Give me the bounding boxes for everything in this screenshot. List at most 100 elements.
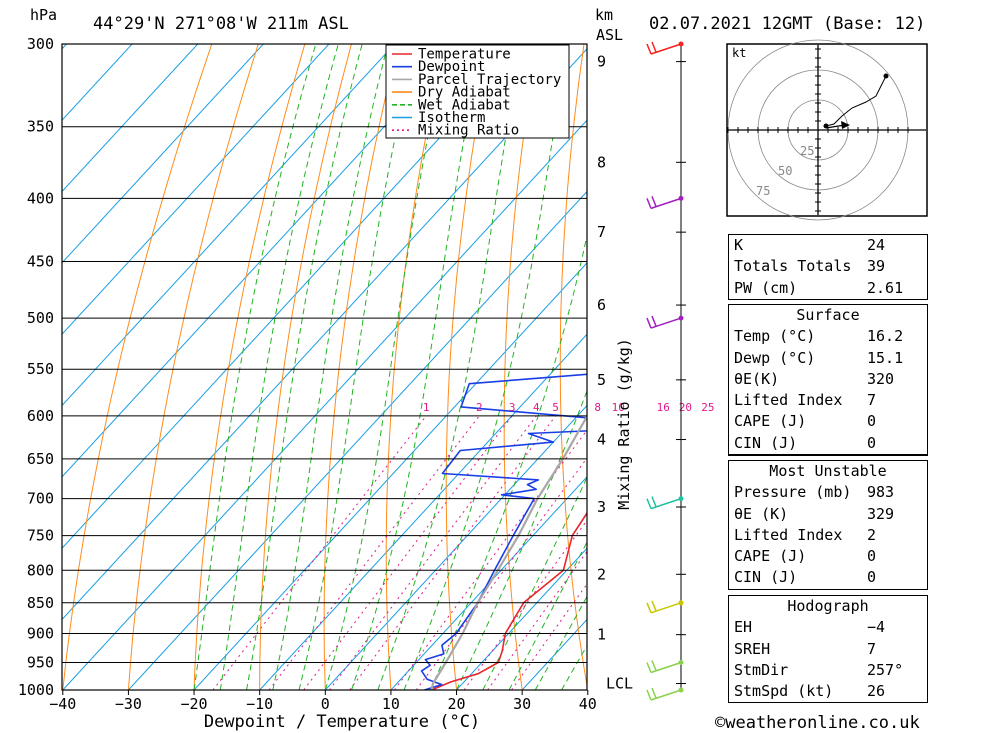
y-tick-label: 650 (27, 450, 54, 468)
legend-label: Mixing Ratio (418, 123, 519, 139)
row-label: Totals Totals (734, 257, 852, 276)
mixing-ratio-label: 5 (552, 401, 559, 414)
y-tick-label: 400 (27, 189, 54, 207)
legend-label: Dewpoint (418, 59, 485, 75)
km-tick-label: 3 (597, 498, 606, 516)
wet-adiabat-line (482, 476, 587, 690)
hodograph-table: Hodograph EH −4 SREH 7 StmDir 257° StmSpd (… (728, 595, 928, 704)
km-tick-label: LCL (606, 675, 633, 693)
most-unstable-title: Most Unstable (769, 462, 887, 480)
row-label: SREH (734, 639, 771, 658)
wind-barb-feather (646, 602, 652, 614)
y-tick-label: 550 (27, 360, 54, 378)
wind-barb-feather (646, 317, 652, 329)
row-value: 2.61 (867, 278, 904, 297)
hodograph-ring-label: 50 (778, 164, 792, 178)
isotherm-line (62, 44, 264, 264)
wind-barb (646, 687, 684, 701)
y-tick-label: 800 (27, 561, 54, 579)
x-tick-label: 0 (321, 695, 330, 713)
y-tick-label: 350 (27, 118, 54, 136)
mixing-ratio-labels: 1 2 3 4 5 8 10 16 20 25 (423, 401, 715, 414)
y-tick-label: 750 (27, 527, 54, 545)
isotherm-line (0, 44, 1, 690)
km-tick-label: 5 (597, 371, 606, 389)
table-row: CIN (J) 0 (729, 567, 927, 588)
wind-barb (646, 41, 684, 55)
table-row: θE(K) 320 (729, 369, 927, 390)
wind-barb-staff (650, 497, 682, 510)
km-unit: km (595, 6, 613, 24)
row-label: CAPE (J) (734, 547, 807, 566)
wind-barb (646, 659, 684, 674)
row-label: CIN (J) (734, 433, 798, 452)
y-tick-label: 900 (27, 624, 54, 642)
wind-barb-feather (646, 498, 652, 509)
row-value: 0 (867, 547, 877, 566)
wind-barb-staff (650, 602, 682, 614)
wind-barbs (646, 41, 684, 701)
wind-barb-feather (651, 660, 657, 671)
isotherm-line (62, 44, 527, 549)
x-tick-label: 40 (579, 695, 597, 713)
wet-adiabat-line (403, 44, 569, 690)
row-value: 2 (867, 525, 877, 544)
wet-adiabat-line (298, 44, 417, 690)
x-tick-label: −30 (115, 695, 142, 713)
series-layer (420, 373, 587, 690)
row-value: 329 (867, 504, 895, 523)
wind-barb (646, 315, 684, 329)
row-value: 39 (867, 257, 886, 276)
hodograph-trace (825, 75, 887, 127)
isotherm-line (259, 333, 587, 690)
table-row: Pressure (mb) 983 (729, 482, 927, 503)
copyright-footer: ©weatheronline.co.uk (715, 713, 920, 733)
wind-barb-staff (650, 689, 682, 701)
km-tick-label: 1 (597, 626, 606, 644)
table-row: Totals Totals 39 (729, 256, 927, 277)
surface-table: Surface Temp (°C) 16.2 Dewp (°C) 15.1 θE(K… (728, 304, 928, 457)
y-tick-label: 450 (27, 253, 54, 271)
axes-layer: 3003504004505005506006507007508008509009… (18, 35, 597, 713)
row-label: Temp (°C) (734, 327, 816, 346)
asl-unit: ASL (596, 26, 623, 44)
y-tick-label: 700 (27, 490, 54, 508)
pressure-unit: hPa (30, 6, 57, 24)
km-tick-label: 7 (597, 223, 606, 241)
row-value: −4 (867, 618, 886, 637)
dry-adiabat-line (956, 44, 1000, 690)
legend-label: Isotherm (418, 110, 485, 126)
isotherm-line (62, 44, 330, 335)
y-tick-label: 1000 (18, 681, 54, 699)
table-row: SREH 7 (729, 639, 927, 660)
datetime-title: 02.07.2021 12GMT (Base: 12) (649, 14, 925, 34)
wind-barb-feather (646, 198, 652, 209)
table-row: CAPE (J) 0 (729, 411, 927, 432)
row-label: CAPE (J) (734, 412, 807, 431)
row-label: Dewp (°C) (734, 348, 816, 367)
dry-adiabat-line (193, 44, 306, 690)
x-axis-label: Dewpoint / Temperature (°C) (204, 712, 480, 732)
x-tick-label: 20 (448, 695, 466, 713)
km-axis: 9 8 7 6 5 4 3 2 1 LCL (597, 44, 686, 693)
table-row: Dewp (°C) 15.1 (729, 348, 927, 369)
wet-adiabat-line (508, 541, 587, 690)
wind-barb-feather (646, 662, 652, 673)
row-label: θE(K) (734, 369, 780, 388)
wind-barb (646, 600, 684, 614)
km-tick-label: 9 (597, 53, 606, 71)
table-row: CAPE (J) 0 (729, 546, 927, 567)
mixing-ratio-line (328, 415, 537, 690)
mixing-ratio-axis-label: Mixing Ratio (g/kg) (615, 338, 633, 510)
isotherm-line (62, 119, 587, 690)
y-tick-label: 300 (27, 35, 54, 53)
row-value: 0 (867, 433, 877, 452)
dry-adiabat-line (559, 44, 587, 689)
row-label: StmSpd (kt) (734, 682, 834, 701)
mixing-ratio-label: 10 (612, 401, 625, 414)
row-value: 7 (867, 639, 877, 658)
storm-motion-arrow (841, 121, 850, 129)
x-tick-label: 10 (382, 695, 400, 713)
